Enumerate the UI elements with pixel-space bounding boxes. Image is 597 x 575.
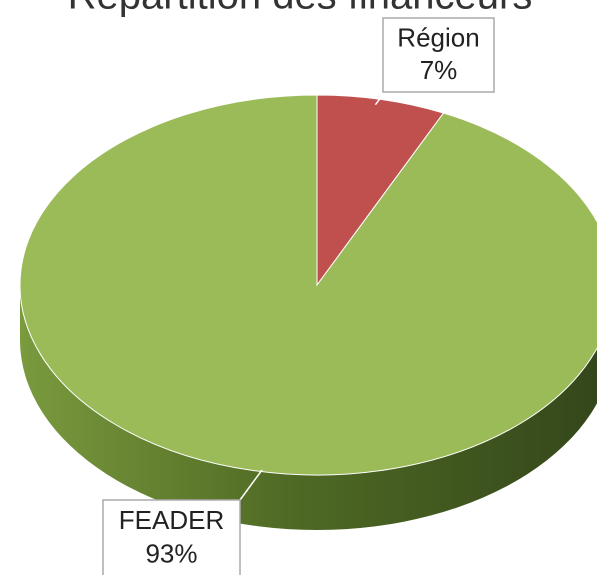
chart-title: Répartition des financeurs: [68, 0, 533, 18]
slice-value: 93%: [145, 538, 197, 568]
pie-side: [20, 285, 597, 530]
label-box: [382, 17, 495, 93]
pie-slice: [316, 94, 445, 287]
leader-line: [239, 469, 263, 501]
slice-value: 7%: [420, 55, 458, 85]
slice-label: Région: [397, 22, 479, 52]
label-box: [102, 499, 241, 575]
pie-slice: [19, 94, 597, 476]
leader-line: [374, 91, 386, 106]
slice-label: FEADER: [119, 505, 224, 535]
